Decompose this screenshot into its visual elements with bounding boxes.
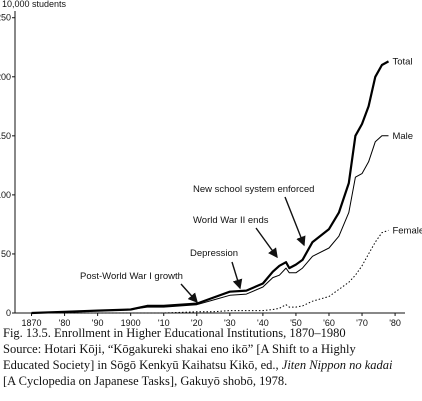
caption: Fig. 13.5. Enrollment in Higher Educatio… (3, 326, 393, 388)
arrow (180, 283, 198, 304)
annotations: New school system enforced World War II … (80, 184, 314, 304)
y-tick-label: 50 (1, 249, 11, 259)
x-tick-label: 1900 (121, 318, 141, 328)
annotation: World War II ends (193, 215, 269, 226)
caption-source-title: Jiten Nippon no kadai (282, 358, 393, 372)
caption-source: Educated Society] in Sōgō Kenkyū Kaihats… (3, 358, 279, 372)
x-tick-label: '90 (92, 318, 104, 328)
annotation: Post-World War I growth (80, 271, 183, 282)
x-tick-label: '80 (389, 318, 401, 328)
arrow (284, 196, 306, 247)
caption-source: Educated Society] in Sōgō Kenkyū Kaihats… (3, 358, 393, 372)
arrow (255, 227, 278, 259)
series-label: Male (392, 131, 413, 142)
series-label: Total (392, 56, 412, 67)
x-tick-label: '50 (290, 318, 302, 328)
x-tick-label: '10 (158, 318, 170, 328)
y-tick-label: 0 (6, 308, 11, 318)
x-tick-label: '60 (323, 318, 335, 328)
axes: 10,000 students 0 50 100 150 200 250 1870 '80 '9… (0, 0, 405, 328)
caption-source: [A Cyclopedia on Japanese Tasks], Gakuyō… (3, 374, 287, 388)
x-tick-label: '30 (224, 318, 236, 328)
caption-source: Source: Hotari Kōji, “Kōgakureki shakai … (3, 342, 356, 356)
x-tick-label: '20 (191, 318, 203, 328)
y-tick-label: 250 (0, 13, 11, 23)
series-line (31, 229, 389, 314)
y-axis-label: 10,000 students (2, 0, 67, 9)
y-tick-label: 150 (0, 131, 11, 141)
y-tick-label: 200 (0, 72, 11, 82)
annotation: Depression (190, 248, 238, 259)
series-line (31, 135, 389, 314)
arrow (231, 261, 243, 290)
y-tick-label: 100 (0, 190, 11, 200)
caption-title: Fig. 13.5. Enrollment in Higher Educatio… (3, 326, 346, 340)
x-tick-label: '40 (257, 318, 269, 328)
x-tick-label: '70 (356, 318, 368, 328)
annotation: New school system enforced (193, 184, 314, 195)
series-line (31, 60, 390, 315)
x-tick-label: 1870 (22, 318, 42, 328)
x-tick-label: '80 (59, 318, 71, 328)
series-label: Female (392, 225, 422, 236)
